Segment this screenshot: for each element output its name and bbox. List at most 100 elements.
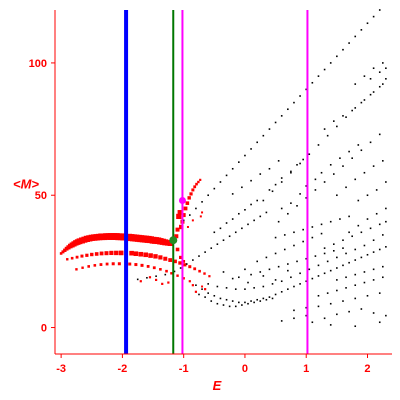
black-data-point — [317, 305, 320, 308]
black-data-point — [198, 255, 200, 257]
black-data-point — [250, 148, 252, 150]
red-data-point — [165, 269, 168, 273]
red-data-point — [183, 206, 188, 211]
red-data-point — [114, 250, 119, 256]
black-data-point — [244, 208, 246, 211]
red-data-point — [75, 255, 79, 259]
x-tick-label: -2 — [118, 363, 128, 375]
black-data-point — [173, 270, 176, 273]
black-data-point — [320, 171, 323, 174]
black-data-point — [311, 236, 314, 239]
vertical-marker-lines — [124, 10, 309, 354]
black-data-point — [378, 9, 381, 11]
black-data-point — [238, 301, 240, 304]
red-data-point — [90, 252, 94, 257]
black-data-point — [311, 277, 314, 280]
black-data-point — [314, 178, 317, 181]
black-data-point — [311, 321, 314, 324]
red-data-point — [128, 262, 132, 266]
black-data-point — [336, 125, 338, 128]
black-data-point — [179, 267, 182, 269]
black-data-point — [320, 232, 323, 235]
black-data-point — [136, 278, 139, 281]
black-data-point — [366, 294, 369, 297]
black-data-point — [280, 291, 283, 293]
black-data-point — [244, 288, 246, 290]
black-data-point — [244, 154, 246, 157]
red-data-point — [99, 251, 104, 256]
black-data-point — [231, 300, 234, 302]
red-data-point — [208, 275, 211, 278]
red-data-point — [99, 263, 103, 266]
black-data-point — [274, 121, 277, 124]
black-data-point — [302, 158, 304, 161]
black-data-point — [378, 133, 381, 136]
black-data-point — [366, 218, 369, 220]
black-data-point — [210, 247, 213, 249]
red-data-point — [129, 250, 134, 256]
red-data-point — [176, 274, 179, 277]
red-data-point — [153, 254, 158, 259]
chart-axes — [54, 10, 392, 355]
red-data-point — [143, 252, 148, 258]
red-data-point — [146, 265, 150, 268]
red-data-point — [199, 178, 202, 181]
red-data-point — [201, 211, 204, 214]
black-data-point — [268, 189, 271, 191]
black-data-point — [363, 281, 366, 284]
black-data-point — [182, 219, 185, 222]
black-data-point — [219, 181, 222, 183]
black-data-point — [299, 283, 301, 285]
black-data-point — [290, 171, 292, 174]
black-data-point — [382, 160, 384, 162]
black-data-point — [195, 207, 197, 210]
red-data-point — [198, 269, 201, 273]
black-data-point — [256, 298, 258, 301]
black-data-point — [287, 263, 289, 265]
black-data-point — [296, 260, 298, 263]
red-data-point — [87, 265, 90, 268]
y-tick-label: 50 — [35, 190, 47, 202]
black-data-point — [222, 239, 225, 242]
highlight-point — [169, 236, 178, 245]
black-data-point — [253, 301, 255, 304]
black-data-point — [382, 276, 384, 279]
black-data-point — [262, 275, 265, 277]
black-data-point — [332, 120, 335, 122]
black-data-point — [336, 256, 338, 259]
black-data-point — [231, 277, 234, 280]
black-data-point — [283, 234, 286, 236]
red-data-point — [179, 255, 183, 260]
black-data-point — [360, 231, 363, 234]
black-data-point — [293, 231, 295, 234]
black-data-point — [317, 264, 320, 267]
black-data-point — [354, 273, 357, 276]
black-data-point — [216, 243, 219, 245]
black-data-point — [317, 75, 320, 77]
black-data-point — [299, 95, 301, 97]
red-data-point — [195, 182, 198, 186]
red-data-point — [155, 278, 158, 282]
black-data-point — [274, 183, 277, 186]
red-data-point — [185, 201, 190, 205]
black-data-point — [311, 226, 314, 228]
black-data-point — [195, 284, 197, 286]
x-tick-label: 0 — [242, 363, 248, 375]
black-data-point — [372, 312, 375, 314]
black-data-point — [305, 280, 308, 283]
black-data-point — [280, 115, 283, 117]
black-data-point — [283, 248, 286, 251]
black-data-point — [247, 281, 249, 284]
red-data-point — [197, 180, 200, 184]
black-data-point — [225, 174, 228, 177]
black-data-point — [305, 197, 308, 199]
red-data-point — [148, 253, 153, 258]
black-data-point — [185, 263, 188, 265]
black-data-point — [372, 15, 375, 18]
black-data-point — [268, 268, 271, 271]
black-data-point — [385, 78, 387, 80]
black-data-point — [290, 170, 292, 173]
black-data-point — [271, 297, 274, 300]
red-data-point — [179, 224, 184, 230]
black-data-point — [323, 317, 326, 320]
